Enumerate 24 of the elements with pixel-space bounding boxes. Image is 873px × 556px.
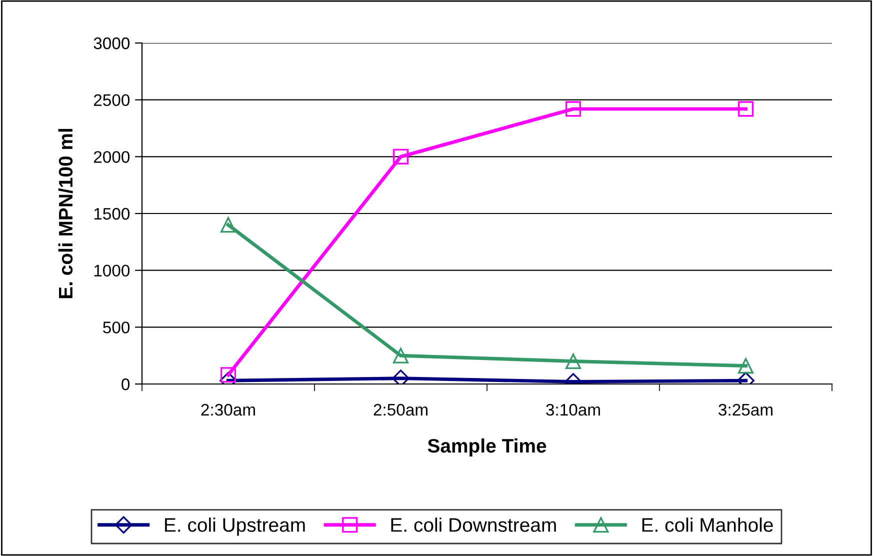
legend-label: E. coli Downstream bbox=[391, 518, 556, 532]
point bbox=[220, 367, 236, 383]
x-tick-label: 2:30am bbox=[201, 404, 255, 416]
y-tick-label: 3000 bbox=[94, 37, 130, 50]
x-axis-title: Sample Time bbox=[428, 438, 546, 457]
y-tick-label: 500 bbox=[103, 322, 130, 334]
y-tick-label: 2500 bbox=[94, 94, 130, 106]
point bbox=[738, 101, 754, 117]
point bbox=[220, 217, 236, 233]
point bbox=[392, 148, 409, 164]
y-tick-label: 0 bbox=[122, 378, 130, 390]
point bbox=[565, 353, 582, 370]
y-tick-label: 1500 bbox=[94, 208, 130, 220]
point bbox=[565, 101, 582, 117]
x-tick-label: 3:25am bbox=[718, 404, 772, 416]
x-tick-label: 2:50am bbox=[374, 404, 428, 416]
point bbox=[392, 348, 409, 364]
legend-label: E. coli Manhole bbox=[642, 518, 773, 532]
point bbox=[738, 358, 754, 374]
legend-label: E. coli Upstream bbox=[165, 518, 305, 536]
y-tick-label: 1000 bbox=[94, 264, 130, 277]
y-axis-title: E. coli MPN/100 ml bbox=[58, 128, 73, 298]
y-tick-label: 2000 bbox=[94, 151, 130, 163]
x-tick-label: 3:10am bbox=[546, 404, 600, 416]
